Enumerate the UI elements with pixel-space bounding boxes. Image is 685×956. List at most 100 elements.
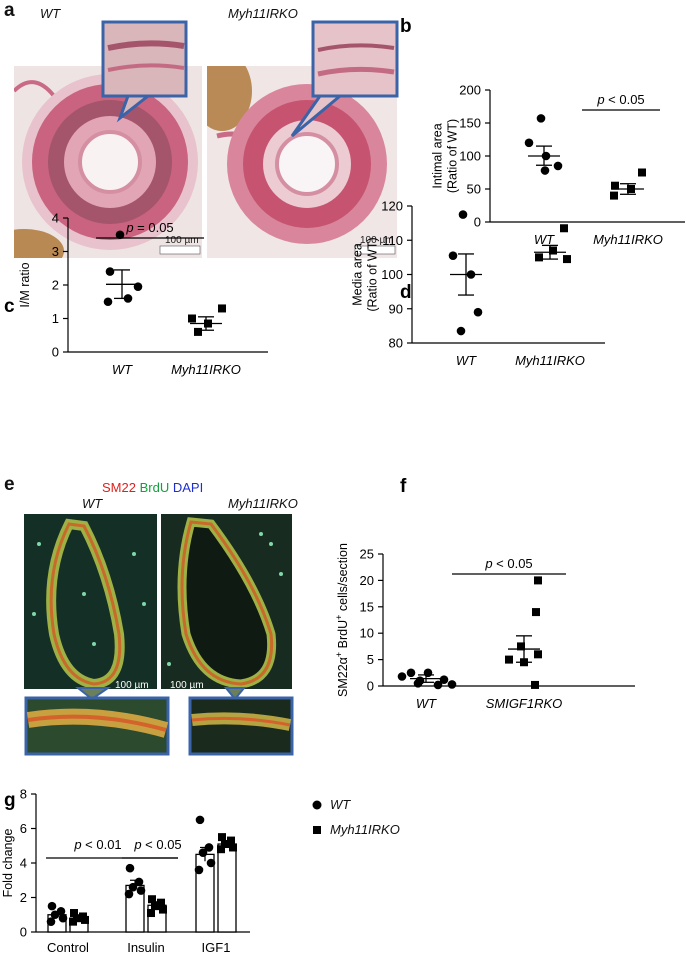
data-point-b <box>610 191 618 200</box>
x-category-label-g: Control <box>47 940 89 955</box>
x-category-label-d: Myh11IRKO <box>515 353 585 368</box>
p-value-g-control: p < 0.01 <box>73 837 121 852</box>
data-point-c <box>123 294 133 303</box>
x-category-label-c: Myh11IRKO <box>171 362 241 377</box>
data-point-g <box>198 848 208 857</box>
y-tick-label-f: 15 <box>360 599 374 614</box>
y-tick-label-c: 3 <box>52 244 59 259</box>
scale-bar-a-ko: 100 µm <box>360 235 394 246</box>
data-point-g <box>50 910 60 920</box>
data-point-b <box>540 166 550 175</box>
panel-letter-g: g <box>4 790 16 811</box>
data-point-b <box>541 151 551 161</box>
data-point-b <box>638 168 646 177</box>
data-point-g <box>218 833 226 842</box>
panel-letter-a: a <box>4 0 15 21</box>
x-category-label-g: IGF1 <box>202 940 231 955</box>
data-point-g <box>151 902 159 911</box>
y-axis-label-d: Media area(Ratio of WT) <box>350 237 379 311</box>
data-point-c <box>194 327 202 336</box>
data-point-b <box>524 138 534 148</box>
legend-circle-marker <box>312 800 322 809</box>
y-tick-label-g: 0 <box>20 925 27 940</box>
data-point-c <box>105 267 115 276</box>
y-tick-label-c: 0 <box>52 345 59 360</box>
histology-image-ko <box>207 66 397 258</box>
y-tick-label-b: 0 <box>474 215 481 230</box>
data-point-c <box>115 230 125 240</box>
data-point-d <box>473 307 483 317</box>
y-tick-label-b: 50 <box>467 182 481 197</box>
data-point-f <box>534 650 542 659</box>
fluorescence-wt-svg <box>24 514 157 689</box>
data-point-d <box>448 251 458 260</box>
data-point-c <box>133 282 143 291</box>
p-value-b: p < 0.05 <box>596 92 644 107</box>
y-tick-label-f: 10 <box>360 626 374 641</box>
y-tick-label-f: 25 <box>360 547 374 562</box>
data-point-d <box>456 326 466 336</box>
data-point-c <box>218 304 226 313</box>
data-point-c <box>204 319 212 328</box>
data-point-c <box>188 314 196 323</box>
data-point-f <box>413 679 423 688</box>
bar-ko <box>217 843 237 933</box>
data-point-g <box>148 895 156 904</box>
y-tick-label-g: 2 <box>20 890 27 905</box>
y-axis-label-f: SM22α+ BrdU+ cells/section <box>334 543 350 697</box>
data-point-c <box>103 297 113 307</box>
y-tick-label-d: 90 <box>389 301 403 316</box>
y-tick-label-b: 200 <box>459 83 481 98</box>
y-tick-label-f: 5 <box>367 652 374 667</box>
panel-a-wt-label: WT <box>40 6 61 21</box>
data-point-g <box>128 882 138 892</box>
x-category-label-c: WT <box>112 362 133 377</box>
zoom-inset-wt <box>101 20 188 98</box>
data-point-g <box>81 915 89 924</box>
data-point-f <box>397 672 407 681</box>
panel-letter-f: f <box>400 476 407 497</box>
zoom-inset-ko <box>311 20 399 98</box>
data-point-f <box>520 658 528 667</box>
legend-square-marker <box>313 825 321 834</box>
data-point-g <box>70 909 78 918</box>
fluorescence-image-ko <box>161 514 292 689</box>
x-category-label-b: Myh11IRKO <box>593 232 663 247</box>
y-tick-label-f: 0 <box>367 679 374 694</box>
legend-ko: Myh11IRKO <box>312 822 400 837</box>
stain-sm22: SM22 <box>102 480 136 495</box>
scale-bar-a-wt: 100 µm <box>165 235 199 246</box>
data-point-d <box>458 210 468 219</box>
p-value-g-insulin: p < 0.05 <box>133 837 181 852</box>
p-value-c: p = 0.05 <box>125 220 173 235</box>
panel-e-wt-label: WT <box>82 496 103 511</box>
data-point-b <box>536 114 546 123</box>
scale-bar-e-ko: 100 µm <box>170 680 204 691</box>
x-category-label-d: WT <box>456 353 477 368</box>
y-tick-label-d: 100 <box>381 267 403 282</box>
data-point-f <box>517 642 525 651</box>
panel-a-zoom-callouts <box>101 20 399 255</box>
data-point-g <box>147 909 155 918</box>
data-point-g <box>194 865 204 875</box>
data-point-f <box>532 608 540 617</box>
data-point-g <box>58 913 68 923</box>
data-point-g <box>134 877 144 887</box>
data-point-g <box>125 863 135 873</box>
panel-a-ko-label: Myh11IRKO <box>228 6 298 21</box>
x-category-label-f: WT <box>416 696 437 711</box>
histology-wt-svg <box>14 66 202 258</box>
panel-e-ko-label: Myh11IRKO <box>228 496 298 511</box>
histology-ko-svg <box>207 66 397 258</box>
panel-letter-d: d <box>400 282 412 303</box>
data-point-g <box>47 901 57 911</box>
x-category-label-b: WT <box>534 232 555 247</box>
data-point-d <box>535 253 543 262</box>
data-point-d <box>466 270 476 279</box>
stain-dapi: DAPI <box>172 480 204 495</box>
data-point-f <box>505 655 513 664</box>
data-point-f <box>423 668 433 678</box>
p-value-f: p < 0.05 <box>484 556 532 571</box>
data-point-b <box>611 181 619 190</box>
